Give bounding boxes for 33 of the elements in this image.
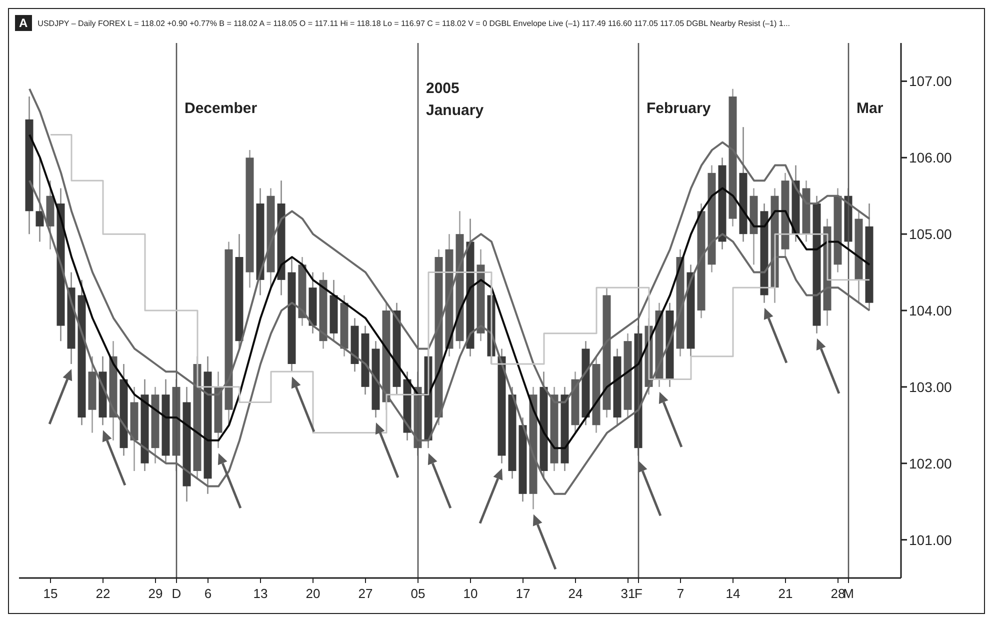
ref-line-label: 2005 January bbox=[426, 80, 484, 119]
x-tick-label: 10 bbox=[463, 586, 478, 601]
x-tick-label: 14 bbox=[726, 586, 740, 601]
ref-line-label: Mar bbox=[856, 100, 884, 117]
x-tick-label: 31 bbox=[620, 586, 636, 601]
chart-title: USDJPY – Daily FOREX L = 118.02 +0.90 +0.77% B = 118.02 A = 118.05 O = 117.11 Hi = 118.18 Lo = 116.97 C = 118.02 V = 0 DGBL Envelope Live (–1) 117.49 116.60 117.05 117.05 DGBL Nearby Resist (–1) 1... bbox=[38, 18, 790, 28]
x-tick-label: 15 bbox=[43, 586, 58, 601]
x-tick-label: 27 bbox=[358, 586, 373, 601]
y-tick-label: 104.00 bbox=[909, 302, 952, 318]
x-tick-label: 6 bbox=[204, 586, 212, 601]
x-tick-label: 7 bbox=[676, 586, 684, 601]
x-tick-label: 29 bbox=[148, 586, 163, 601]
y-tick-label: 101.00 bbox=[909, 532, 952, 548]
x-tick-label: D bbox=[172, 586, 182, 601]
x-tick-label: F bbox=[634, 586, 643, 601]
ref-line-label: December bbox=[184, 100, 258, 117]
line-series bbox=[28, 180, 870, 495]
x-tick-label: 13 bbox=[253, 586, 268, 601]
y-tick-label: 107.00 bbox=[909, 73, 952, 90]
x-tick-label: 05 bbox=[410, 586, 426, 601]
text: A bbox=[15, 15, 32, 31]
ref-line-label: February bbox=[646, 100, 712, 117]
x-tick-label: 21 bbox=[778, 586, 793, 601]
x-tick-label: 17 bbox=[516, 586, 530, 601]
y-tick-label: 102.00 bbox=[909, 455, 952, 472]
x-tick-label: 22 bbox=[96, 586, 110, 601]
x-tick-label: 28 bbox=[830, 586, 846, 601]
x-tick-label: 24 bbox=[568, 586, 583, 601]
x-tick-label: M bbox=[843, 586, 854, 601]
y-tick-label: 103.00 bbox=[909, 378, 952, 395]
x-tick-label: 20 bbox=[306, 586, 320, 601]
y-tick-label: 105.00 bbox=[909, 226, 952, 242]
y-tick-label: 106.00 bbox=[909, 150, 952, 166]
